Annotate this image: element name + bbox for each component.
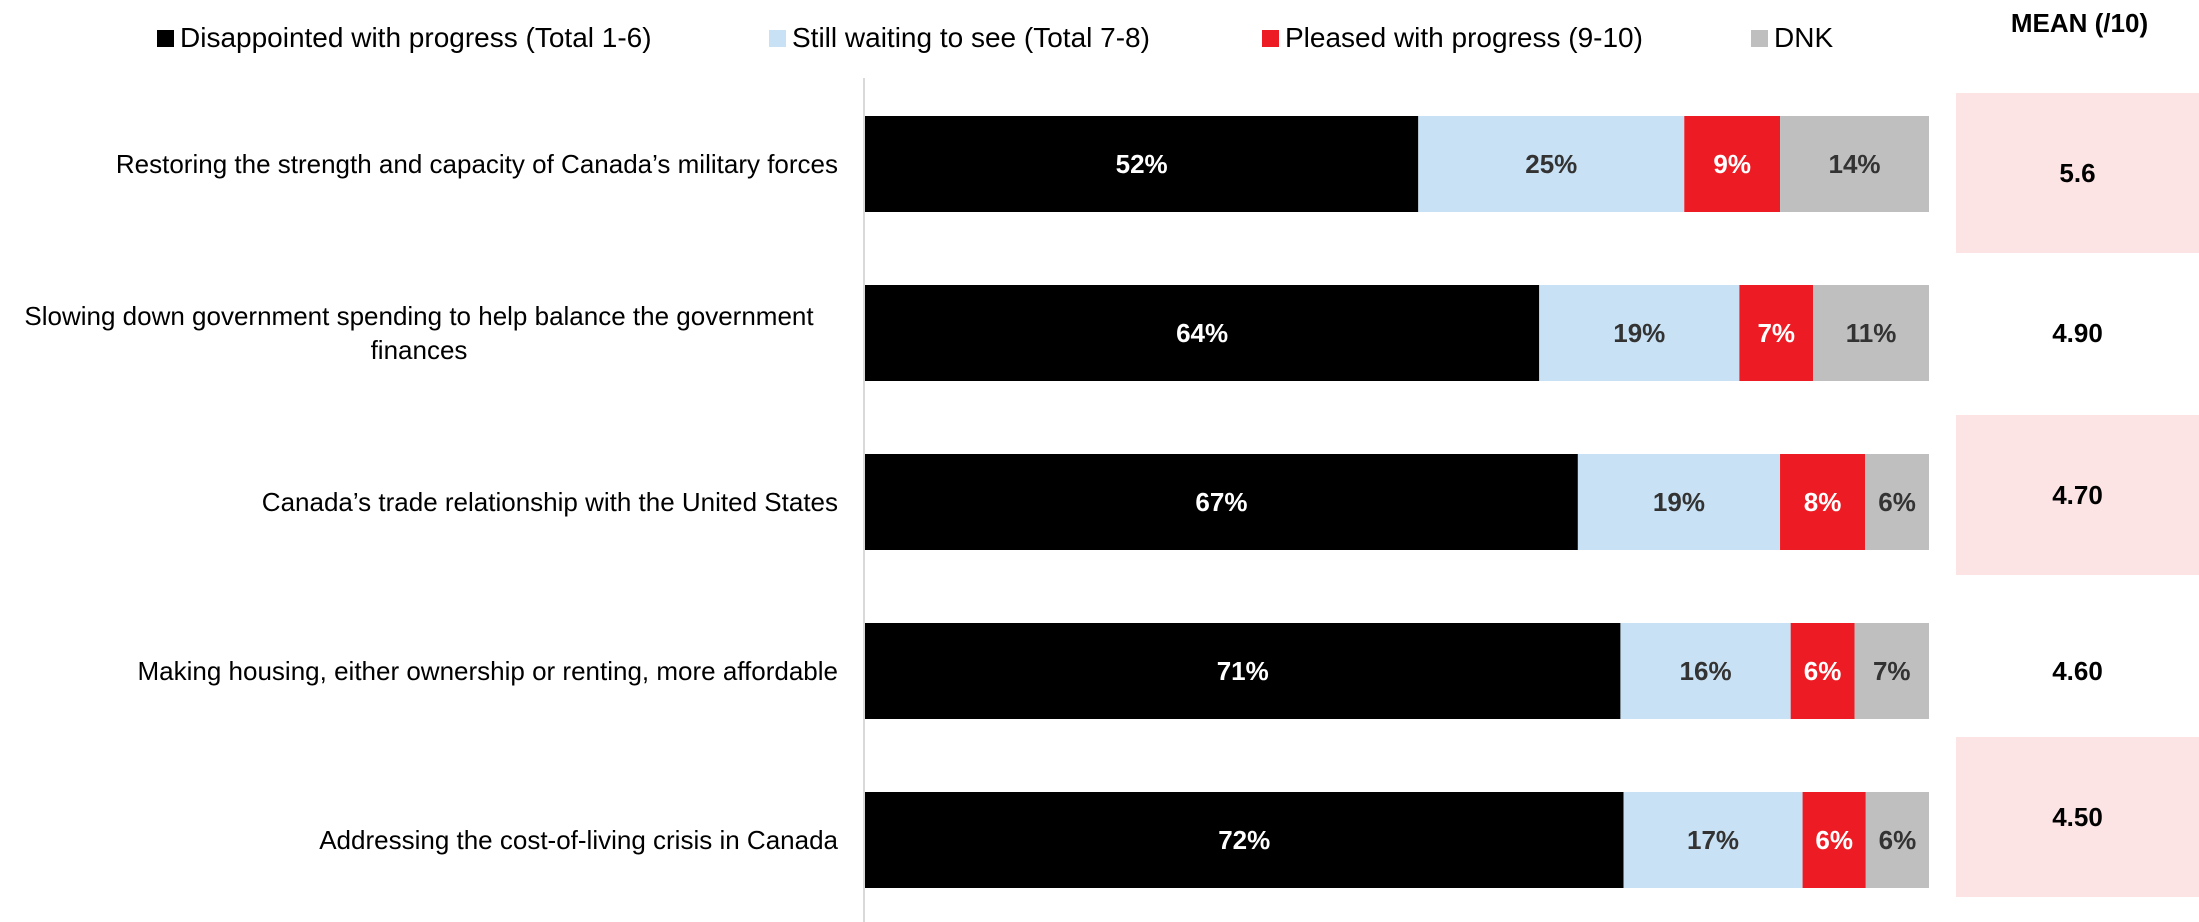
data-label: 9%	[1713, 149, 1751, 179]
data-label: 52%	[1116, 149, 1168, 179]
mean-value: 4.90	[2052, 317, 2103, 348]
bar-segment	[1539, 285, 1740, 381]
bar-segment	[1780, 454, 1866, 550]
data-label: 8%	[1804, 487, 1842, 517]
data-label: 14%	[1828, 149, 1880, 179]
data-label: 7%	[1757, 318, 1795, 348]
data-label: 72%	[1218, 825, 1270, 855]
bar-segment	[865, 792, 1624, 888]
bar-segment	[865, 623, 1621, 719]
bar-segment	[1739, 285, 1814, 381]
data-label: 11%	[1846, 318, 1897, 348]
legend-item: Pleased with progress (9-10)	[1262, 18, 1643, 58]
bar-segment	[865, 454, 1578, 550]
bar-segment	[1790, 623, 1855, 719]
bar-segment	[1813, 285, 1929, 381]
category-label: Making housing, either ownership or rent…	[137, 656, 838, 686]
bar-segment	[1854, 623, 1929, 719]
legend-item: Disappointed with progress (Total 1-6)	[157, 18, 652, 58]
legend-item: Still waiting to see (Total 7-8)	[769, 18, 1150, 58]
mean-value: 4.60	[2052, 655, 2103, 686]
bar-segment	[1684, 116, 1781, 212]
bar-segment	[1802, 792, 1866, 888]
legend-label: DNK	[1774, 22, 1834, 53]
bar-segment	[865, 285, 1540, 381]
legend-label: Pleased with progress (9-10)	[1285, 22, 1643, 53]
legend-label: Disappointed with progress (Total 1-6)	[180, 22, 652, 53]
legend-item: DNK	[1751, 18, 1833, 58]
bar-segment	[1780, 116, 1929, 212]
legend: Disappointed with progress (Total 1-6) St…	[0, 0, 1900, 76]
category-label: Slowing down government spending to help…	[24, 301, 814, 365]
bar-segment	[1865, 454, 1929, 550]
data-label: 71%	[1217, 656, 1269, 686]
bar-segment	[1623, 792, 1803, 888]
bar-segment	[1620, 623, 1791, 719]
category-label: Canada’s trade relationship with the Uni…	[261, 487, 838, 517]
data-label: 25%	[1525, 149, 1577, 179]
mean-value: 5.6	[1956, 93, 2199, 253]
bar-segment	[1865, 792, 1929, 888]
mean-value: 4.70	[1956, 415, 2199, 575]
bar-segment	[865, 116, 1419, 212]
data-label: 64%	[1176, 318, 1228, 348]
bar-segment	[1577, 454, 1781, 550]
legend-swatch	[769, 29, 786, 47]
bar-segment	[1418, 116, 1685, 212]
data-label: 17%	[1687, 825, 1739, 855]
data-label: 6%	[1879, 825, 1917, 855]
mean-value: 4.50	[1956, 737, 2199, 897]
data-label: 7%	[1873, 656, 1911, 686]
mean-column-header: MEAN (/10)	[2010, 8, 2149, 38]
legend-swatch	[1751, 29, 1768, 47]
legend-swatch	[157, 29, 174, 47]
data-label: 19%	[1613, 318, 1665, 348]
legend-swatch	[1262, 29, 1279, 47]
data-label: 6%	[1878, 487, 1916, 517]
category-label: Addressing the cost-of-living crisis in …	[319, 825, 838, 855]
legend-label: Still waiting to see (Total 7-8)	[792, 22, 1150, 53]
data-label: 6%	[1815, 825, 1853, 855]
data-label: 6%	[1804, 656, 1842, 686]
data-label: 19%	[1653, 487, 1705, 517]
data-label: 16%	[1680, 656, 1732, 686]
category-label: Restoring the strength and capacity of C…	[115, 149, 838, 179]
data-label: 67%	[1195, 487, 1247, 517]
